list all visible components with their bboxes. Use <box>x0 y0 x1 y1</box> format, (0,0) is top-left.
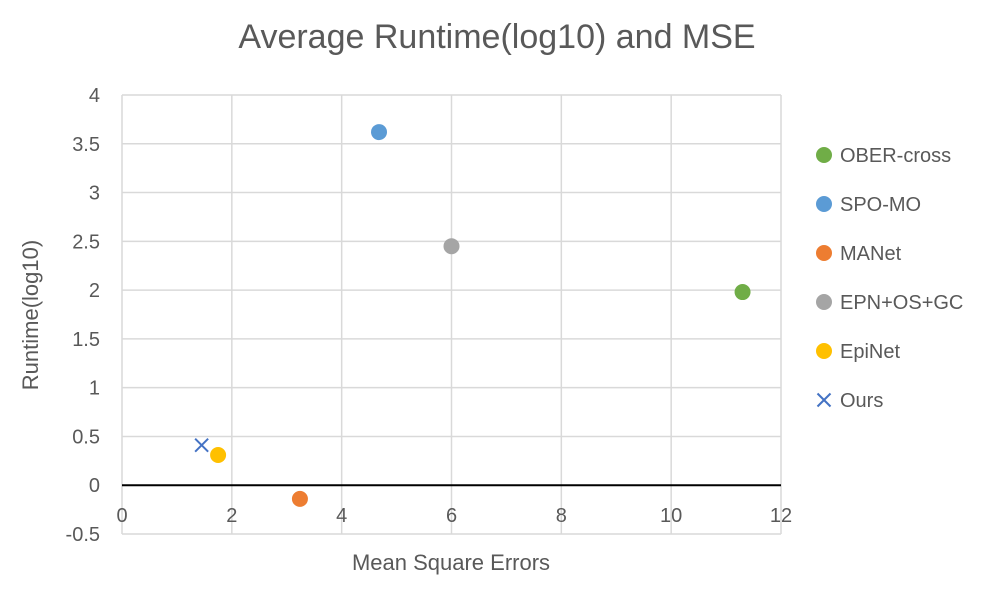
x-tick-label: 0 <box>116 505 127 527</box>
x-tick-label: 6 <box>446 505 457 527</box>
y-tick-label: 3.5 <box>72 134 100 156</box>
legend-item: SPO-MO <box>816 194 921 216</box>
x-tick-label: 8 <box>556 505 567 527</box>
y-tick-label: 4 <box>89 85 100 107</box>
legend-label: EpiNet <box>840 341 900 363</box>
data-point <box>194 438 209 453</box>
y-tick-label: 3 <box>89 183 100 205</box>
legend-marker <box>816 343 832 359</box>
legend-item: EpiNet <box>816 341 900 363</box>
legend-label: Ours <box>840 390 883 412</box>
data-point <box>371 124 388 141</box>
axes: 0 2 4 6 8 10 12 -0.5 0 0.5 1 1.5 2 2.5 3 3.5 4 <box>66 85 793 546</box>
x-tick-label: 12 <box>770 505 792 527</box>
legend-marker <box>816 147 832 163</box>
legend-label: SPO-MO <box>840 194 921 216</box>
legend-marker <box>816 196 832 212</box>
y-tick-label: 1.5 <box>72 329 100 351</box>
x-tick-label: 10 <box>660 505 682 527</box>
data-point <box>734 284 751 301</box>
legend: OBER-cross SPO-MO MANet EPN+OS+GC EpiNet Ours <box>816 145 963 412</box>
y-tick-label: 1 <box>89 378 100 400</box>
y-axis-title: Runtime(log10) <box>18 240 43 390</box>
data-point <box>210 446 227 463</box>
legend-item: MANet <box>816 243 902 265</box>
legend-marker <box>816 294 832 310</box>
x-tick-label: 2 <box>226 505 237 527</box>
x-axis-title: Mean Square Errors <box>352 550 550 575</box>
y-tick-label: 0 <box>89 475 100 497</box>
legend-marker <box>816 245 832 261</box>
y-tick-label: -0.5 <box>66 524 100 546</box>
grid <box>121 94 782 535</box>
y-tick-label: 0.5 <box>72 426 100 448</box>
x-tick-label: 4 <box>336 505 347 527</box>
legend-label: EPN+OS+GC <box>840 292 963 314</box>
legend-marker <box>816 392 832 408</box>
y-tick-label: 2.5 <box>72 231 100 253</box>
chart-title: Average Runtime(log10) and MSE <box>238 18 755 56</box>
legend-label: OBER-cross <box>840 145 951 167</box>
data-points <box>194 124 751 507</box>
data-point <box>443 238 460 255</box>
y-tick-label: 2 <box>89 280 100 302</box>
legend-item: OBER-cross <box>816 145 951 167</box>
legend-label: MANet <box>840 243 902 265</box>
legend-item: EPN+OS+GC <box>816 292 963 314</box>
data-point <box>291 490 308 507</box>
legend-item: Ours <box>816 390 883 412</box>
